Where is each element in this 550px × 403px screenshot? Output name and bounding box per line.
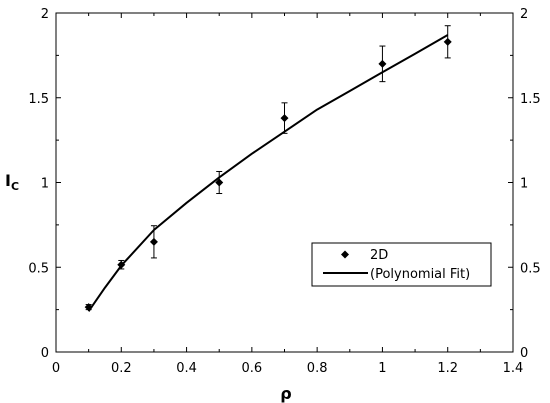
data-point xyxy=(117,259,126,270)
y-tick-label-left: 1.5 xyxy=(28,92,49,107)
data-point xyxy=(443,25,452,59)
legend-marker-2d xyxy=(341,250,349,259)
data-point xyxy=(215,170,224,195)
data-points xyxy=(84,25,452,312)
x-tick-label: 0.8 xyxy=(307,361,328,376)
y-tick-label-right: 2 xyxy=(520,7,528,22)
diamond-marker xyxy=(149,237,158,246)
diamond-marker xyxy=(117,260,126,269)
x-tick-label: 0.2 xyxy=(111,361,132,376)
x-axis: 0 0.2 0.4 0.6 0.8 1 1.2 1.4 xyxy=(52,13,523,376)
y-tick-label-right: 1.5 xyxy=(520,92,541,107)
data-point xyxy=(149,225,158,259)
legend: 2D (Polynomial Fit) xyxy=(311,242,492,287)
diamond-marker xyxy=(280,114,289,123)
diamond-marker xyxy=(215,178,224,187)
x-tick-label: 1.2 xyxy=(437,361,458,376)
x-tick-label: 0.4 xyxy=(176,361,197,376)
x-tick-label: 1.4 xyxy=(503,361,524,376)
y-tick-label-right: 1 xyxy=(520,177,528,192)
y-axis-title-sub: C xyxy=(11,180,19,193)
axes-frame xyxy=(55,12,514,353)
x-tick-label: 1 xyxy=(378,361,386,376)
y-tick-label-left: 0.5 xyxy=(28,261,49,276)
y-axis-title-main: I xyxy=(5,171,11,190)
y-axis-left: 0 0.5 1 1.5 2 xyxy=(28,7,61,361)
y-tick-label-right: 0.5 xyxy=(520,261,541,276)
diamond-marker xyxy=(378,59,387,68)
legend-label-fit: (Polynomial Fit) xyxy=(370,267,470,282)
y-tick-label-right: 0 xyxy=(520,346,528,361)
y-tick-label-left: 1 xyxy=(41,177,49,192)
diamond-marker xyxy=(84,303,93,312)
x-axis-title: ρ xyxy=(280,384,291,403)
diamond-marker xyxy=(443,37,452,46)
y-tick-label-left: 2 xyxy=(41,7,49,22)
y-axis-right: 0 0.5 1 1.5 2 xyxy=(508,7,541,361)
plot-frame xyxy=(55,12,514,353)
x-tick-label: 0 xyxy=(52,361,60,376)
legend-label-2d: 2D xyxy=(370,248,388,263)
data-point xyxy=(280,102,289,134)
data-point xyxy=(378,45,387,83)
x-tick-label: 0.6 xyxy=(242,361,263,376)
data-point xyxy=(84,303,93,312)
legend-box xyxy=(311,242,492,287)
y-tick-label-left: 0 xyxy=(41,346,49,361)
y-axis-title: IC xyxy=(5,171,19,193)
